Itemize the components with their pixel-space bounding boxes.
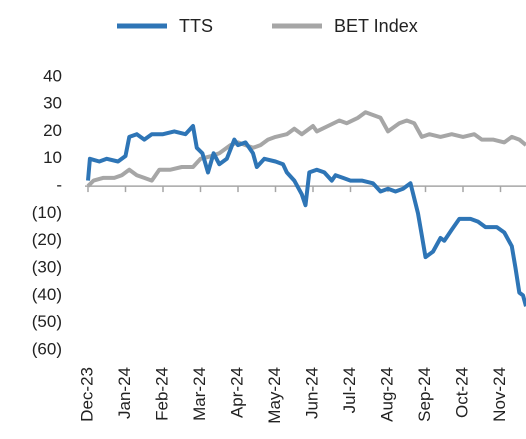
legend-label: TTS: [179, 16, 213, 36]
legend-label: BET Index: [334, 16, 418, 36]
x-tick-label: May-24: [265, 367, 284, 424]
x-tick-label: Jun-24: [302, 367, 321, 419]
x-tick-label: Oct-24: [452, 367, 471, 418]
x-tick-label: Nov-24: [490, 367, 509, 422]
x-tick-label: Jul-24: [340, 367, 359, 413]
y-tick-label: (10): [32, 203, 62, 222]
y-tick-label: 10: [43, 148, 62, 167]
x-tick-label: Dec-23: [77, 367, 96, 422]
x-tick-label: Aug-24: [377, 367, 396, 422]
y-tick-label: (40): [32, 285, 62, 304]
x-tick-label: Feb-24: [152, 367, 171, 421]
y-tick-label: (50): [32, 312, 62, 331]
series-line: [86, 110, 526, 188]
y-tick-label: (60): [32, 339, 62, 358]
x-tick-label: Sep-24: [415, 367, 434, 422]
y-tick-label: (20): [32, 230, 62, 249]
y-tick-label: 40: [43, 66, 62, 85]
y-tick-label: -: [56, 176, 62, 195]
x-tick-label: Apr-24: [227, 367, 246, 418]
y-tick-label: 30: [43, 94, 62, 113]
x-tick-label: Mar-24: [190, 367, 209, 421]
y-tick-label: (30): [32, 258, 62, 277]
x-tick-label: Jan-24: [115, 367, 134, 419]
y-tick-label: 20: [43, 121, 62, 140]
series-line: [86, 124, 526, 307]
plot-area: [86, 110, 526, 307]
